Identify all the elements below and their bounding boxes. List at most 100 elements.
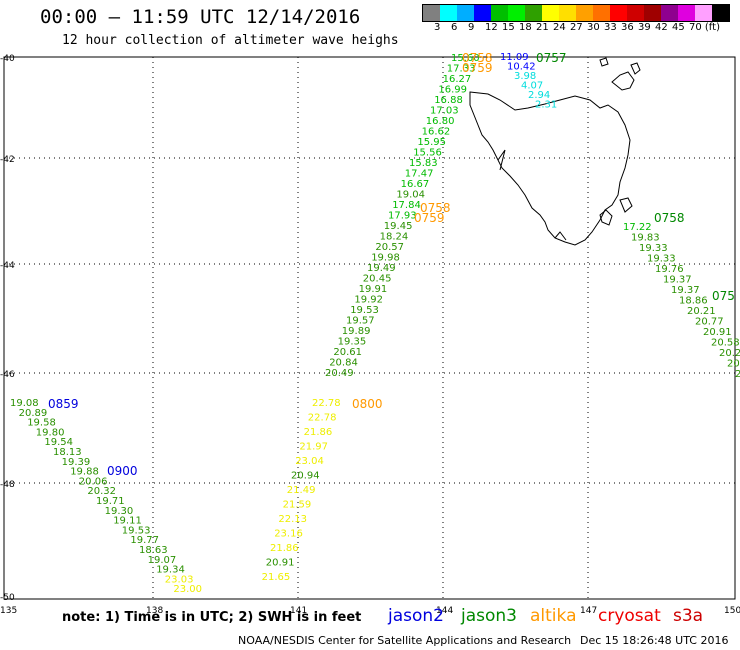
swh-label: 17.47 xyxy=(405,169,434,180)
swh-label: 19.76 xyxy=(655,264,684,275)
colorbar-tick-label: 15 xyxy=(502,22,515,33)
colorbar-swatch xyxy=(661,5,678,21)
footnote: note: 1) Time is in UTC; 2) SWH is in fe… xyxy=(62,610,362,625)
colorbar-swatch xyxy=(559,5,576,21)
satellite-tracks: 19.0820.8919.5819.8019.5418.1319.3919.88… xyxy=(10,51,740,595)
swh-label: 21.86 xyxy=(270,543,299,554)
colorbar-tick-label: 12 xyxy=(485,22,498,33)
colorbar-swatch xyxy=(508,5,525,21)
colorbar-swatch xyxy=(712,5,729,21)
colorbar-tick-label: 33 xyxy=(604,22,617,33)
swh-label: 19.53 xyxy=(122,525,151,536)
swh-label: 15.56 xyxy=(413,148,442,159)
map-frame xyxy=(3,56,736,600)
swh-label: 19.57 xyxy=(346,316,375,327)
colorbar-tick-label: 70 (ft) xyxy=(689,22,720,33)
lat-tick-label: -48 xyxy=(0,480,15,490)
lon-tick-label: 150 xyxy=(724,606,740,616)
credit-text: NOAA/NESDIS Center for Satellite Applica… xyxy=(238,634,572,647)
colorbar-tick-label: 18 xyxy=(519,22,532,33)
swh-label: 20.49 xyxy=(325,368,354,379)
swh-label: 23.16 xyxy=(274,529,303,540)
lon-tick-label: 135 xyxy=(0,606,17,616)
sat-legend-cryosat: cryosat xyxy=(598,606,661,626)
swh-label: 19.30 xyxy=(105,506,134,517)
colorbar-tick-label: 6 xyxy=(451,22,458,33)
pass-time-label: 0900 xyxy=(107,464,138,478)
swh-label: 17.22 xyxy=(623,222,652,233)
swh-label: 23.04 xyxy=(295,456,324,467)
swh-label: 23.00 xyxy=(173,584,202,595)
pass-time-label: 0758 xyxy=(654,211,685,225)
swh-label: 19.45 xyxy=(384,221,413,232)
swh-label: 20.32 xyxy=(87,486,116,497)
swh-label: 21.86 xyxy=(304,427,333,438)
swh-label: 20.91 xyxy=(266,558,295,569)
colorbar-tick-label: 45 xyxy=(672,22,685,33)
pass-time-label: 0759 xyxy=(462,61,493,75)
page-title: 00:00 – 11:59 UTC 12/14/2016 xyxy=(40,6,361,28)
swh-label: 16.27 xyxy=(443,74,472,85)
tasmania-coastline xyxy=(469,57,641,246)
pass-time-label: 075 xyxy=(712,289,735,303)
swh-label: 19.33 xyxy=(639,243,668,254)
swh-label: 19.71 xyxy=(96,496,125,507)
colorbar-tick-label: 3 xyxy=(434,22,441,33)
pass-time-label: 0859 xyxy=(48,397,79,411)
page-subtitle: 12 hour collection of altimeter wave hei… xyxy=(62,33,399,48)
colorbar-tick-label: 24 xyxy=(553,22,566,33)
swh-label: 18.63 xyxy=(139,545,168,556)
credit-date: Dec 15 18:26:48 UTC 2016 xyxy=(580,634,729,647)
pass-time-label: 0759 xyxy=(414,211,445,225)
swh-label: 20.57 xyxy=(375,242,404,253)
graticule xyxy=(4,57,735,599)
swh-label: 10.42 xyxy=(507,62,536,73)
swh-label: 15.95 xyxy=(417,137,446,148)
swh-label: 20.89 xyxy=(19,408,48,419)
colorbar-tick-label: 21 xyxy=(536,22,549,33)
swh-label: 19.08 xyxy=(10,398,39,409)
colorbar-swatch xyxy=(627,5,644,21)
swh-label: 20.21 xyxy=(687,306,716,317)
swh-label: 20.3 xyxy=(727,359,740,370)
swh-label: 16.62 xyxy=(422,127,451,138)
swh-label: 19.77 xyxy=(130,535,159,546)
swh-label: 17.33 xyxy=(447,64,476,75)
swh-label: 3.98 xyxy=(514,71,536,82)
swh-label: 2.31 xyxy=(535,100,557,111)
swh-label: 19.11 xyxy=(113,516,142,527)
swh-label: 21.65 xyxy=(262,572,291,583)
colorbar-tick-label: 36 xyxy=(621,22,634,33)
swh-label: 18.24 xyxy=(380,232,409,243)
lon-tick-label: 141 xyxy=(290,606,307,616)
swh-label: 19.53 xyxy=(350,305,379,316)
colorbar-swatch xyxy=(678,5,695,21)
colorbar-swatch xyxy=(593,5,610,21)
lat-tick-label: -40 xyxy=(0,54,15,64)
swh-label: 19.35 xyxy=(338,337,367,348)
swh-label: 19.04 xyxy=(396,190,425,201)
swh-label: 21.49 xyxy=(287,485,316,496)
swh-label: 19.91 xyxy=(359,284,388,295)
colorbar-swatch xyxy=(695,5,712,21)
sat-legend-jason3: jason3 xyxy=(461,606,517,626)
swh-label: 16.99 xyxy=(438,85,467,96)
lon-tick-label: 138 xyxy=(146,606,163,616)
colorbar-swatch xyxy=(542,5,559,21)
lat-tick-label: -42 xyxy=(0,155,15,165)
swh-label: 19.39 xyxy=(62,457,91,468)
swh-label: 20.28 xyxy=(719,348,740,359)
swh-label: 23.03 xyxy=(165,574,194,585)
swh-label: 22.78 xyxy=(312,398,341,409)
swh-label: 15.60 xyxy=(451,53,480,64)
swh-label: 19.88 xyxy=(70,467,99,478)
swh-label: 20.58 xyxy=(711,338,740,349)
swh-label: 18.13 xyxy=(53,447,82,458)
colorbar-swatch xyxy=(576,5,593,21)
lon-tick-label: 144 xyxy=(436,606,453,616)
pass-time-label: 0757 xyxy=(536,51,567,65)
swh-label: 20.94 xyxy=(291,471,320,482)
sat-legend-s3a: s3a xyxy=(673,606,704,626)
colorbar-swatch xyxy=(644,5,661,21)
